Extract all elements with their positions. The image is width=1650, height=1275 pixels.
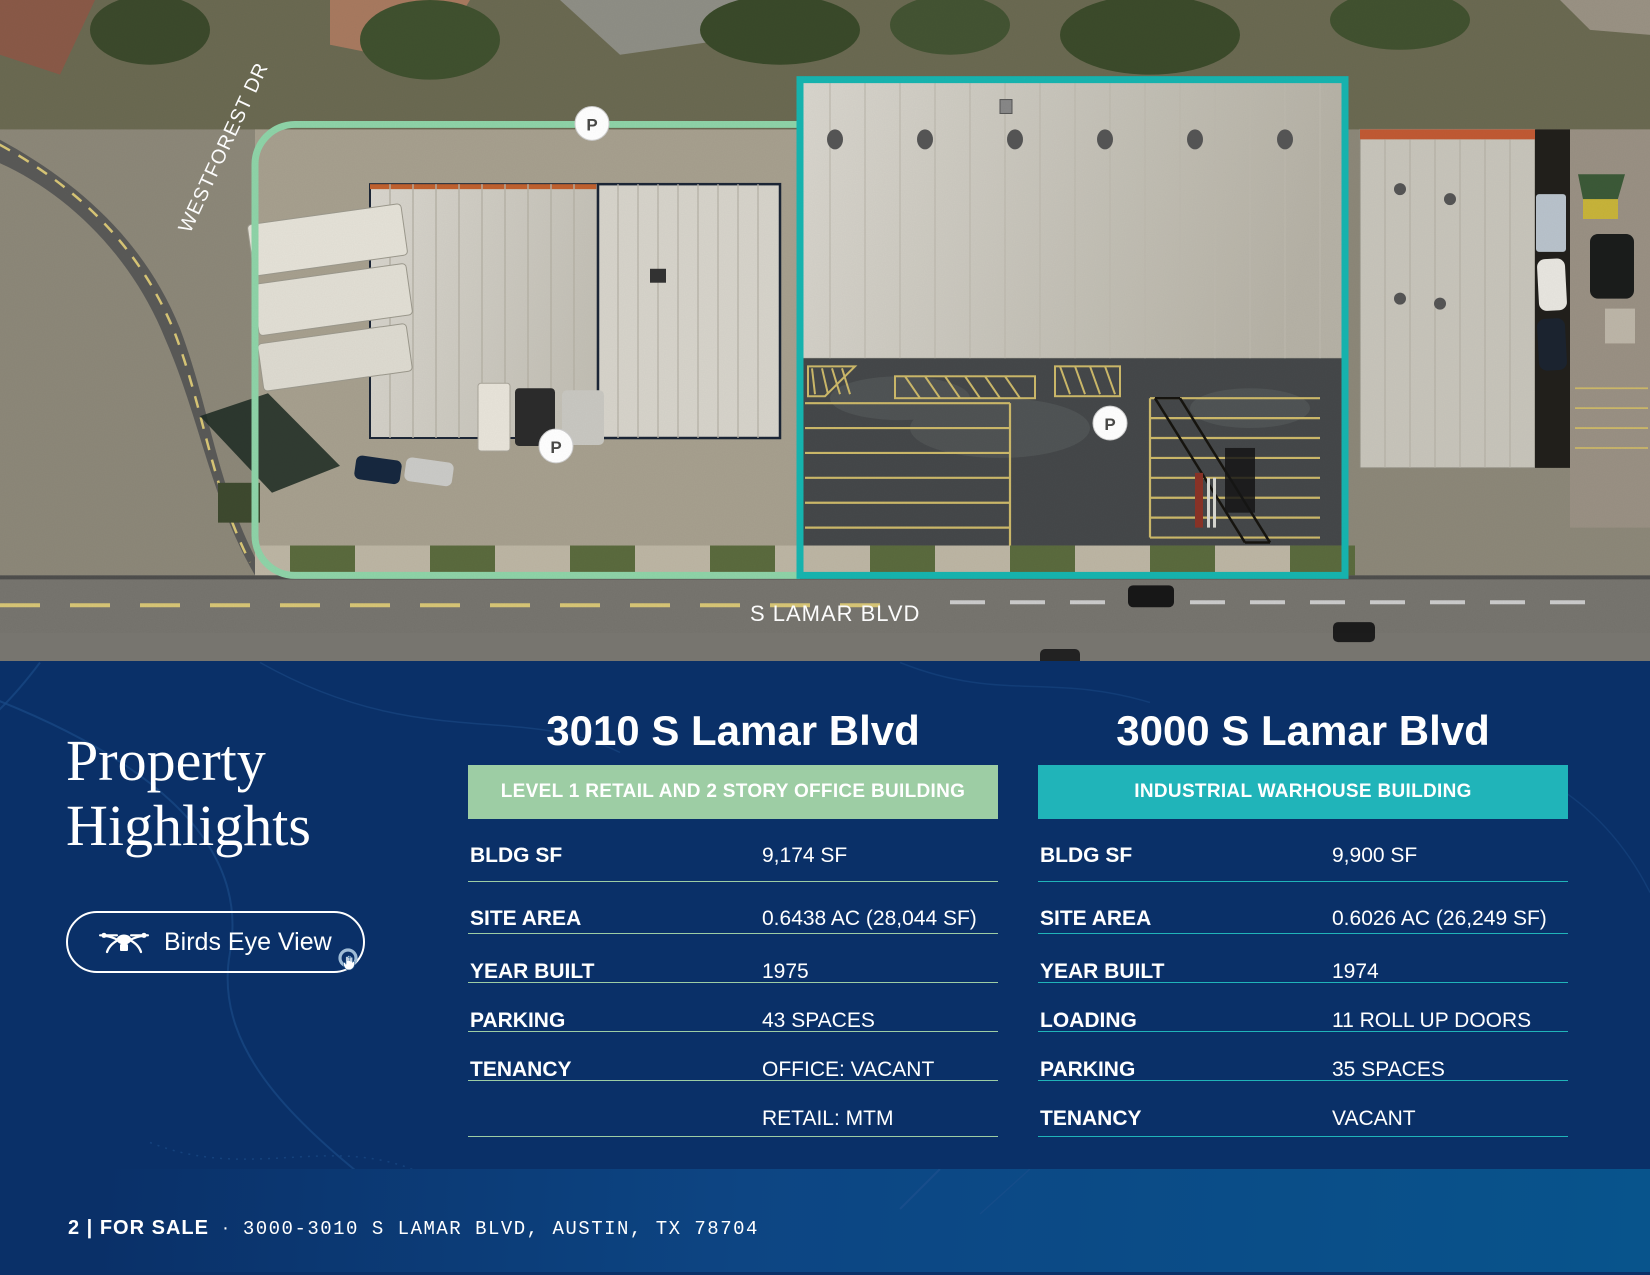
svg-text:S LAMAR BLVD: S LAMAR BLVD [750, 601, 920, 626]
